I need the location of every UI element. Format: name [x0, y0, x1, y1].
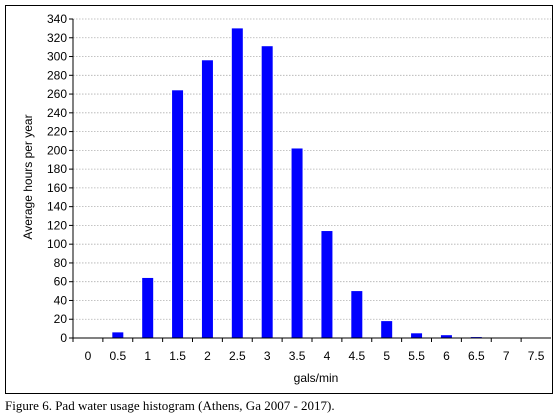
x-tick-label: 2 — [204, 349, 211, 363]
x-tick-labels: 0 0.5 1 1.5 2 2.5 3 3.5 4 4.5 5 5.5 6 6.5 7 7.5 — [72, 338, 545, 363]
bar — [351, 291, 363, 338]
bar — [172, 90, 184, 339]
x-tick-label: 1 — [144, 349, 151, 363]
bars — [112, 28, 542, 339]
bar — [112, 332, 124, 338]
x-tick-label: 5 — [383, 349, 390, 363]
y-tick-label: 140 — [47, 200, 67, 214]
x-tick-label: 5.5 — [408, 349, 425, 363]
x-tick-label: 2.5 — [229, 349, 246, 363]
bar — [291, 148, 303, 338]
x-tick-label: 3.5 — [289, 349, 306, 363]
y-tick-label: 320 — [47, 31, 67, 45]
y-tick-label: 0 — [60, 331, 67, 345]
y-tick-label: 300 — [47, 50, 67, 64]
x-tick-label: 7 — [503, 349, 510, 363]
x-tick-label: 7.5 — [528, 349, 545, 363]
y-tick-label: 260 — [47, 87, 67, 101]
y-tick-label: 40 — [54, 293, 68, 307]
bar — [321, 231, 333, 338]
y-axis-title: Average hours per year — [21, 114, 35, 239]
y-tick-label: 280 — [47, 68, 67, 82]
x-tick-label: 3 — [264, 349, 271, 363]
bar — [231, 28, 243, 338]
y-tick-label: 240 — [47, 106, 67, 120]
y-tick-labels: 0 20 40 60 80 100 120 140 160 180 200 220 240 260 280 3… — [47, 12, 73, 345]
bar — [142, 277, 154, 338]
y-tick-label: 340 — [47, 12, 67, 26]
x-tick-label: 6 — [443, 349, 450, 363]
chart-frame: 0 20 40 60 80 100 120 140 160 180 200 220 240 260 280 3… — [5, 5, 553, 394]
x-tick-label: 0 — [85, 349, 92, 363]
x-tick-label: 6.5 — [468, 349, 485, 363]
y-tick-label: 200 — [47, 143, 67, 157]
bar — [201, 60, 213, 339]
figure-caption: Figure 6. Pad water usage histogram (Ath… — [5, 398, 335, 413]
bar — [261, 46, 273, 338]
x-tick-label: 4 — [324, 349, 331, 363]
y-tick-label: 80 — [54, 256, 68, 270]
y-tick-label: 60 — [54, 275, 68, 289]
y-tick-label: 220 — [47, 125, 67, 139]
histogram-chart: 0204060801001201401601802002202402602803… — [21, 12, 551, 385]
x-axis-title: gals/min — [294, 371, 339, 385]
bar — [411, 333, 423, 338]
x-tick-label: 0.5 — [109, 349, 126, 363]
y-tick-label: 120 — [47, 218, 67, 232]
x-tick-label: 1.5 — [169, 349, 186, 363]
y-tick-label: 180 — [47, 162, 67, 176]
y-tick-label: 160 — [47, 181, 67, 195]
bar — [381, 321, 393, 338]
bar — [440, 335, 452, 338]
y-tick-label: 20 — [54, 312, 68, 326]
x-tick-label: 4.5 — [348, 349, 365, 363]
gridlines — [73, 18, 551, 320]
y-tick-label: 100 — [47, 237, 67, 251]
